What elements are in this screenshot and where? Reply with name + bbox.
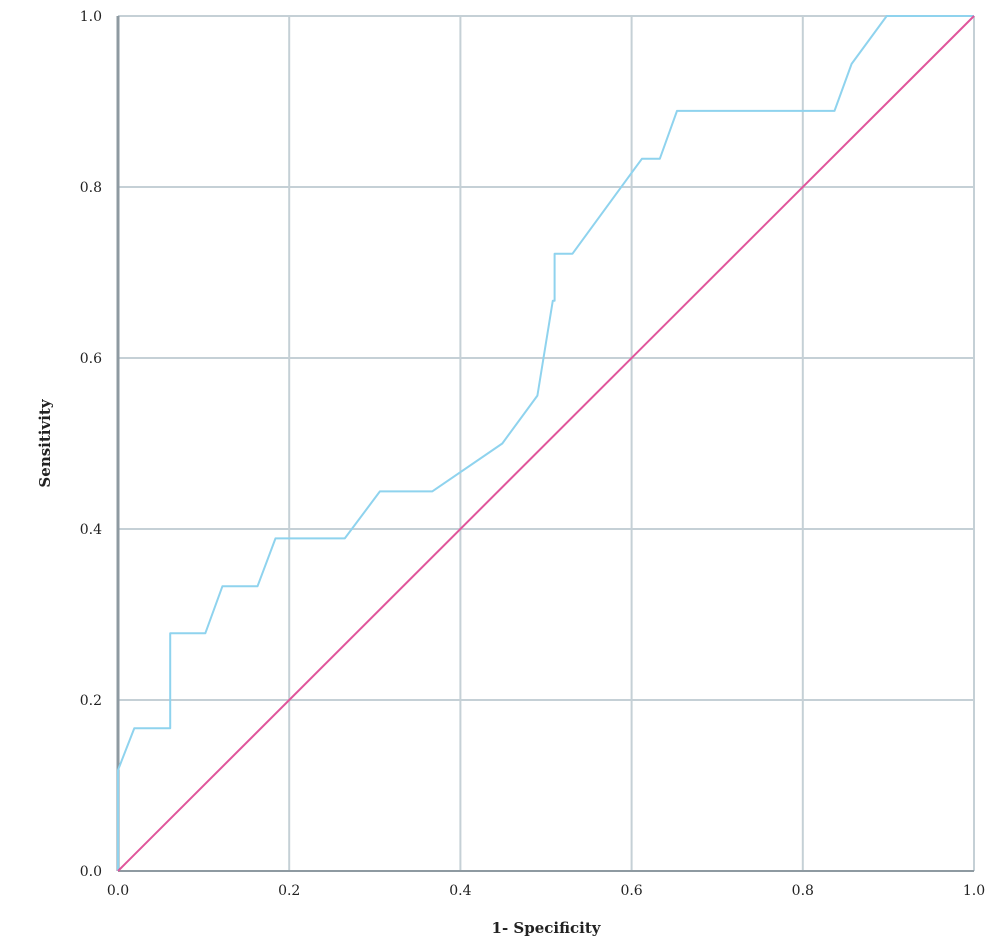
y-tick-label: 0.6	[80, 351, 102, 367]
x-tick-label: 0.6	[620, 883, 642, 899]
y-tick-label: 0.2	[80, 693, 102, 709]
y-tick-label: 0.4	[80, 522, 102, 538]
axes	[116, 16, 974, 872]
roc-curve-line	[117, 15, 974, 871]
x-tick-label: 0.8	[792, 883, 814, 899]
y-tick-label: 0.8	[80, 180, 102, 196]
x-tick-label: 0.0	[107, 883, 129, 899]
x-tick-label: 0.4	[449, 883, 471, 899]
grid-lines	[118, 15, 975, 871]
x-tick-label: 0.2	[278, 883, 300, 899]
y-tick-label: 1.0	[80, 9, 102, 25]
reference-diagonal-line	[117, 15, 975, 872]
tick-labels: 0.0 0.2 0.4 0.6 0.8 1.0 0.0 0.2 0.4 0.6 0.8 1.0	[80, 9, 985, 899]
y-axis-label: Sensitivity	[36, 398, 54, 487]
y-tick-label: 0.0	[80, 864, 102, 880]
x-tick-label: 1.0	[963, 883, 985, 899]
x-axis-label: 1- Specificity	[492, 919, 602, 937]
series-lines	[117, 15, 975, 872]
